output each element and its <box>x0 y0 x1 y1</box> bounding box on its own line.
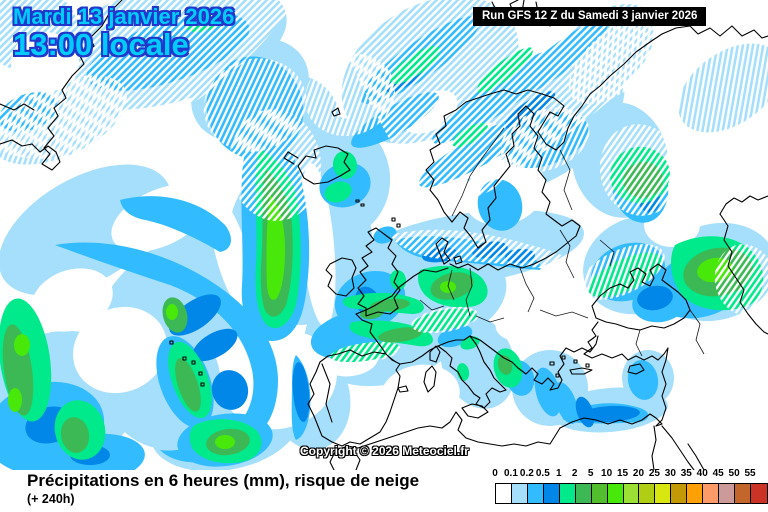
forecast-date: Mardi 13 janvier 2026 <box>13 4 235 29</box>
forecast-time: 13:00 locale <box>13 27 189 63</box>
legend-color-cell <box>496 484 512 503</box>
caption-forecast-hour: (+ 240h) <box>27 492 75 506</box>
legend-colorbar <box>495 483 768 504</box>
legend-value: 35 <box>680 468 692 479</box>
legend-color-cell <box>623 484 640 503</box>
model-run-info: Run GFS 12 Z du Samedi 3 janvier 2026 <box>473 7 707 26</box>
country-borders <box>387 127 705 363</box>
legend-value: 45 <box>712 468 724 479</box>
legend-color-cell <box>511 484 528 503</box>
legend-color-cell <box>719 484 736 503</box>
legend-value: 15 <box>616 468 629 479</box>
weather-map[interactable] <box>0 0 768 470</box>
legend-color-cell <box>575 484 592 503</box>
legend-color-cell <box>751 484 767 503</box>
legend-value: 0.5 <box>535 468 550 479</box>
legend-value: 2 <box>571 468 578 479</box>
legend-color-cell <box>687 484 704 503</box>
legend-color-cell <box>543 484 560 503</box>
legend-value: 0.1 <box>503 468 518 479</box>
legend-value: 20 <box>632 468 645 479</box>
legend-color-cell <box>591 484 608 503</box>
legend-color-cell <box>527 484 544 503</box>
legend-value: 0.2 <box>519 468 534 479</box>
forecast-datetime: Mardi 13 janvier 2026 13:00 locale <box>13 4 235 63</box>
legend-color-cell <box>639 484 656 503</box>
legend-color-cell <box>735 484 751 503</box>
map-caption: Précipitations en 6 heures (mm), risque … <box>27 471 419 506</box>
legend-color-cell <box>607 484 624 503</box>
legend-color-cell <box>703 484 720 503</box>
legend-color-cell <box>655 484 672 503</box>
snow-hatch-layer <box>0 0 768 365</box>
legend-value: 5 <box>587 468 594 479</box>
legend-value: 0 <box>492 468 498 479</box>
legend-value: 55 <box>744 468 756 479</box>
legend-labels: 0 0.1 0.2 0.5 1 2 5 10 15 20 25 30 35 40 45 50 55 <box>488 468 768 480</box>
legend-value: 1 <box>555 468 562 479</box>
legend-value: 50 <box>728 468 740 479</box>
legend-color-cell <box>671 484 688 503</box>
caption-title: Précipitations en 6 heures (mm), risque … <box>27 471 420 490</box>
legend-value: 40 <box>696 468 708 479</box>
legend-value: 30 <box>664 468 676 479</box>
legend-value: 10 <box>601 468 613 479</box>
legend: 0 0.1 0.2 0.5 1 2 5 10 15 20 25 30 35 40 45 50 55 <box>488 466 768 512</box>
copyright-notice: Copyright © 2026 Meteociel.fr <box>300 444 469 458</box>
legend-value: 25 <box>648 468 660 479</box>
legend-color-cell <box>559 484 576 503</box>
coastlines <box>0 0 768 470</box>
